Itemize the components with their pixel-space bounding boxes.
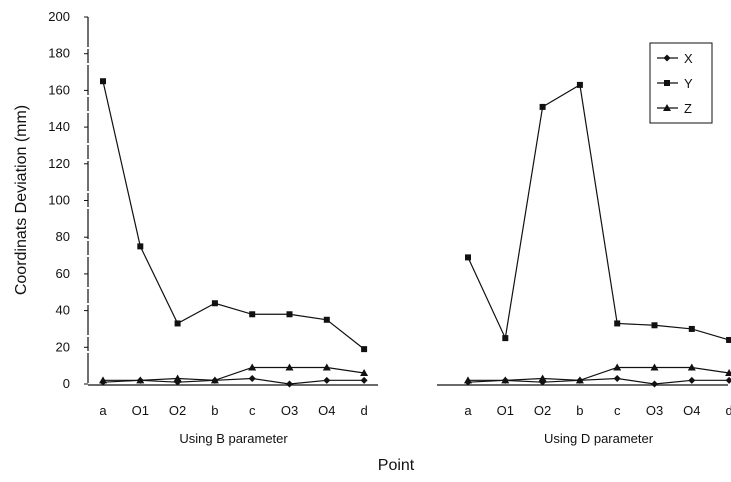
x-tick-label: O1 [497, 403, 514, 418]
data-point-x [286, 380, 293, 388]
y-tick-label: 160 [48, 82, 70, 97]
data-point-x [323, 376, 331, 384]
data-point-y [100, 78, 106, 85]
data-point-y [614, 320, 621, 327]
data-point-x [360, 376, 368, 384]
series-line-z [103, 366, 365, 381]
data-point-y [576, 81, 583, 88]
x-axis-title: Point [378, 457, 415, 474]
data-point-z [575, 376, 584, 384]
data-point-z [650, 363, 659, 371]
legend-marker-z [663, 104, 671, 111]
y-tick-label: 20 [56, 339, 70, 354]
series-z [464, 363, 731, 384]
panel-label: Using B parameter [179, 431, 288, 446]
legend-label-y: Y [684, 76, 693, 91]
series-line-y [102, 81, 365, 350]
legend-marker-y [664, 80, 670, 86]
x-tick-label: b [211, 403, 218, 418]
x-tick-label: O4 [683, 403, 700, 418]
data-point-z [99, 376, 107, 384]
data-point-z [248, 363, 257, 371]
x-tick-label: O2 [534, 403, 551, 418]
data-point-y [137, 243, 144, 250]
data-point-x [651, 380, 658, 388]
x-tick-label: b [576, 403, 583, 418]
data-point-y [211, 300, 218, 307]
y-tick-label: 40 [56, 303, 70, 318]
y-tick-label: 200 [48, 9, 70, 24]
data-point-x [248, 374, 256, 382]
y-tick-label: 180 [48, 46, 70, 61]
plot-panels: a O1 O2 b c O3 O4 d Using B parameter a O1 O2 b c O3 O4… [99, 78, 731, 446]
x-tick-label: O3 [646, 403, 663, 418]
data-point-y [286, 311, 293, 318]
data-point-x [688, 376, 696, 384]
data-point-y [726, 336, 731, 343]
x-tick-label: d [725, 403, 731, 418]
x-tick-label: O4 [318, 403, 335, 418]
series-line-z [468, 366, 730, 381]
y-tick-label: 80 [56, 229, 70, 244]
data-point-x [725, 376, 731, 384]
data-point-z [464, 376, 472, 384]
data-point-y [323, 316, 330, 323]
x-tick-label: O2 [169, 403, 186, 418]
data-point-z [210, 376, 219, 384]
y-tick-label: 100 [48, 193, 70, 208]
series-y [465, 81, 731, 343]
data-point-z [687, 363, 696, 371]
data-point-y [651, 322, 658, 329]
panel-2: a O1 O2 b c O3 O4 d Using D parameter [464, 81, 731, 446]
y-tick-label: 60 [56, 266, 70, 281]
y-axis-title: Coordinats Deviation (mm) [13, 105, 30, 295]
data-point-y [502, 335, 509, 342]
x-tick-label: c [614, 403, 621, 418]
x-tick-label: a [99, 403, 107, 418]
data-point-y [539, 103, 546, 110]
data-point-y [688, 325, 695, 332]
data-point-z [501, 376, 510, 384]
legend-marker-x [663, 54, 671, 62]
panel-1: a O1 O2 b c O3 O4 d Using B parameter [99, 78, 369, 446]
legend: XYZ [649, 42, 713, 124]
data-point-z [285, 363, 294, 371]
series-line-x [102, 377, 365, 385]
y-axis: 0 20 40 60 80 100 120 140 160 180 200 Coordinats D… [13, 9, 89, 391]
data-point-z [173, 374, 182, 382]
x-axis: Point [88, 384, 728, 474]
data-point-z [136, 376, 145, 384]
data-point-z [725, 368, 731, 376]
legend-label-z: Z [684, 101, 692, 116]
x-tick-label: c [249, 403, 256, 418]
series-z [99, 363, 369, 384]
series-y [100, 78, 368, 353]
panel-label: Using D parameter [544, 431, 654, 446]
data-point-y [249, 311, 256, 318]
data-point-x [613, 374, 621, 382]
series-x [99, 374, 368, 388]
y-tick-label: 0 [63, 376, 70, 391]
data-point-y [465, 254, 471, 261]
series-line-y [467, 83, 730, 341]
x-tick-label: O3 [281, 403, 298, 418]
series-line-x [467, 377, 730, 385]
y-tick-label: 120 [48, 156, 70, 171]
data-point-y [361, 346, 368, 353]
legend-label-x: X [684, 51, 693, 66]
x-tick-label: a [464, 403, 472, 418]
data-point-z [538, 374, 547, 382]
y-tick-label: 140 [48, 119, 70, 134]
data-point-z [360, 368, 369, 376]
data-point-z [322, 363, 331, 371]
data-point-y [174, 320, 181, 327]
x-tick-label: d [360, 403, 367, 418]
data-point-z [613, 363, 622, 371]
x-tick-label: O1 [132, 403, 149, 418]
